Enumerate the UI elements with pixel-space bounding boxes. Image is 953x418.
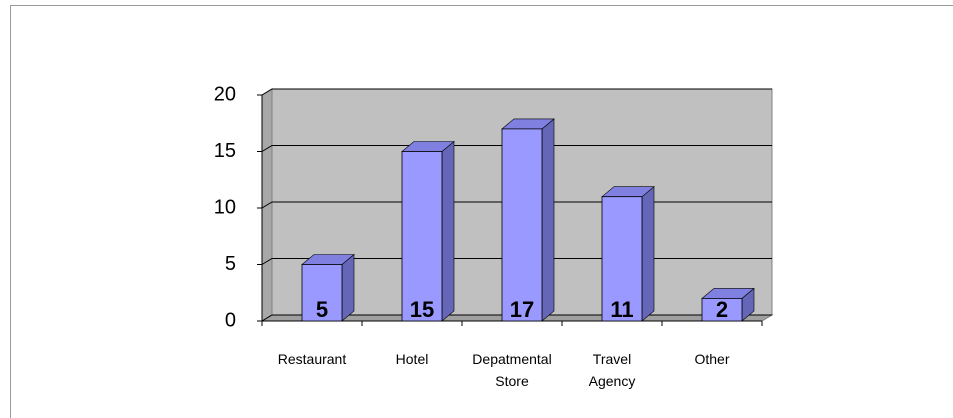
- x-tick-label: Hotel: [395, 351, 429, 367]
- bar: [501, 128, 543, 322]
- y-tick-label: 5: [225, 253, 236, 275]
- bar: [701, 297, 743, 322]
- y-tick-label: 10: [214, 196, 236, 218]
- grid-line: [261, 88, 772, 96]
- value-label: 15: [410, 297, 434, 322]
- y-tick-label: 20: [214, 83, 236, 105]
- bar-side: [641, 186, 655, 322]
- bar: [401, 151, 443, 322]
- bar-side: [441, 140, 455, 322]
- x-tick-label: Restaurant: [277, 351, 347, 367]
- x-tick-label: Depatmental Store: [472, 351, 552, 389]
- y-tick-label: 15: [214, 140, 236, 162]
- bar-side: [541, 118, 555, 322]
- x-tick-label: Travel Agency: [588, 351, 636, 389]
- bar: [601, 196, 643, 322]
- value-label: 5: [316, 297, 328, 322]
- y-tick-label: 0: [225, 309, 236, 331]
- value-label: 2: [716, 297, 728, 322]
- value-label: 11: [610, 297, 633, 322]
- bar-side: [341, 253, 355, 322]
- bar: [301, 264, 343, 322]
- value-label: 17: [510, 297, 534, 322]
- x-tick-label: Other: [694, 351, 730, 367]
- grid-line: [261, 145, 772, 152]
